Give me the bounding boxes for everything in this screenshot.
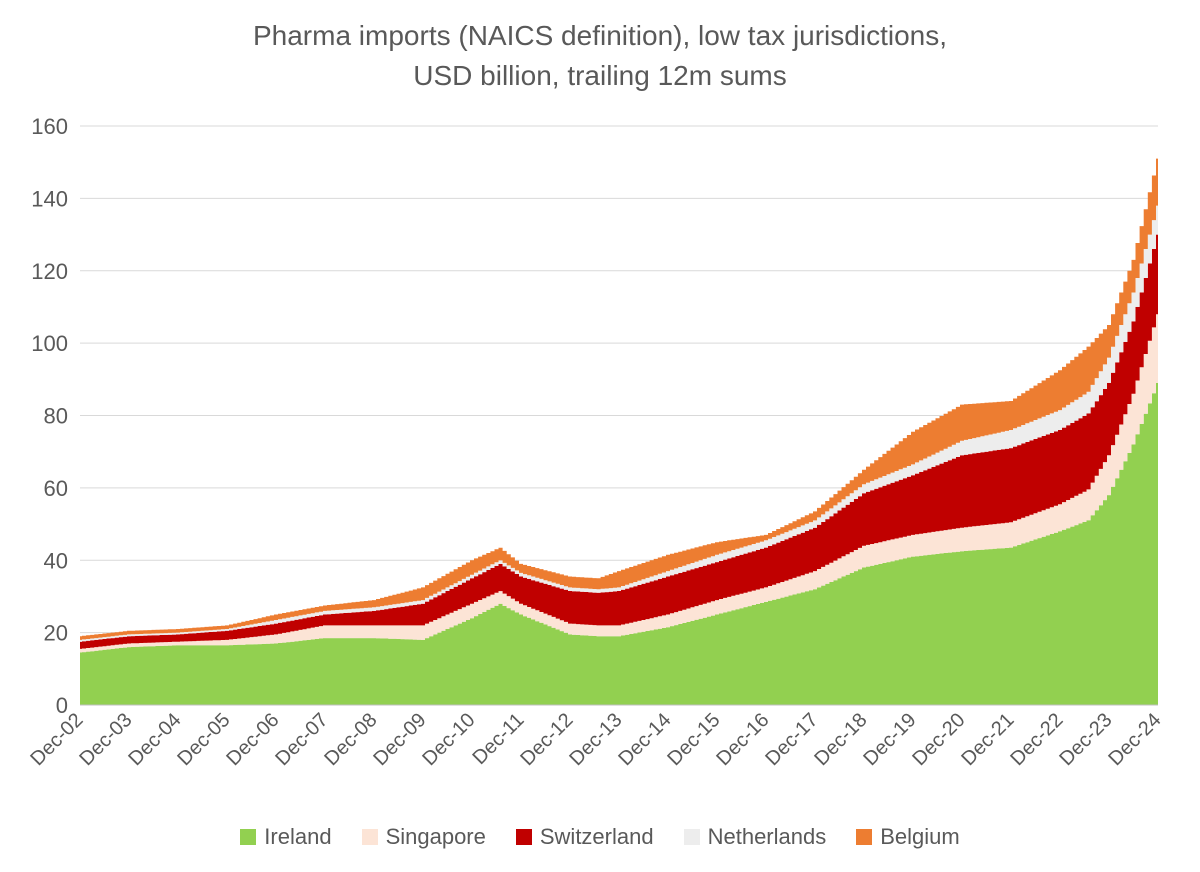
x-tick-label: Dec-17 <box>761 709 822 770</box>
x-tick-label: Dec-11 <box>468 709 528 769</box>
legend-label: Netherlands <box>707 824 827 849</box>
legend-item-belgium: Belgium <box>856 824 960 850</box>
x-tick-label: Dec-07 <box>271 709 332 770</box>
y-tick-label: 160 <box>31 114 68 139</box>
x-tick-label: Dec-08 <box>320 709 381 770</box>
legend-label: Switzerland <box>539 824 654 849</box>
x-tick-label: Dec-21 <box>957 709 1018 770</box>
legend-label: Belgium <box>880 824 960 849</box>
legend-item-ireland: Ireland <box>240 824 332 850</box>
x-tick-label: Dec-10 <box>418 709 479 770</box>
x-tick-label: Dec-14 <box>614 709 675 770</box>
x-tick-label: Dec-20 <box>908 709 969 770</box>
area-ireland <box>80 382 1158 705</box>
legend-swatch <box>515 829 532 845</box>
y-tick-label: 20 <box>44 621 68 646</box>
y-tick-label: 100 <box>31 331 68 356</box>
y-tick-label: 60 <box>44 476 68 501</box>
y-tick-label: 120 <box>31 259 68 284</box>
legend-swatch <box>856 829 873 845</box>
x-tick-label: Dec-02 <box>26 709 87 770</box>
y-tick-label: 80 <box>44 404 68 429</box>
legend-label: Singapore <box>385 824 486 849</box>
legend-item-netherlands: Netherlands <box>683 824 827 850</box>
x-tick-label: Dec-05 <box>173 709 234 770</box>
x-tick-label: Dec-24 <box>1104 709 1165 770</box>
chart-subtitle: USD billion, trailing 12m sums <box>413 60 787 91</box>
x-tick-label: Dec-03 <box>75 709 136 770</box>
legend-label: Ireland <box>264 824 332 849</box>
x-tick-label: Dec-13 <box>565 709 626 770</box>
x-tick-label: Dec-12 <box>516 709 577 770</box>
stacked-areas <box>80 158 1158 705</box>
x-tick-label: Dec-06 <box>222 709 283 770</box>
x-tick-label: Dec-19 <box>859 709 920 770</box>
y-tick-label: 0 <box>56 693 68 718</box>
legend-item-switzerland: Switzerland <box>515 824 654 850</box>
x-tick-label: Dec-18 <box>810 709 871 770</box>
chart-plot: 020406080100120140160Dec-02Dec-03Dec-04D… <box>26 114 1165 770</box>
x-tick-label: Dec-23 <box>1055 709 1116 770</box>
x-tick-label: Dec-04 <box>124 709 185 770</box>
chart-title: Pharma imports (NAICS definition), low t… <box>252 20 947 51</box>
legend: Ireland Singapore Switzerland Netherlands Be… <box>0 824 1200 850</box>
x-tick-label: Dec-22 <box>1006 709 1067 770</box>
y-tick-label: 140 <box>31 186 68 211</box>
x-tick-label: Dec-09 <box>369 709 430 770</box>
legend-swatch <box>683 829 700 845</box>
legend-swatch <box>361 829 378 845</box>
x-tick-label: Dec-16 <box>712 709 773 770</box>
x-tick-label: Dec-15 <box>663 709 724 770</box>
legend-swatch <box>240 829 257 845</box>
y-tick-label: 40 <box>44 548 68 573</box>
legend-item-singapore: Singapore <box>361 824 486 850</box>
